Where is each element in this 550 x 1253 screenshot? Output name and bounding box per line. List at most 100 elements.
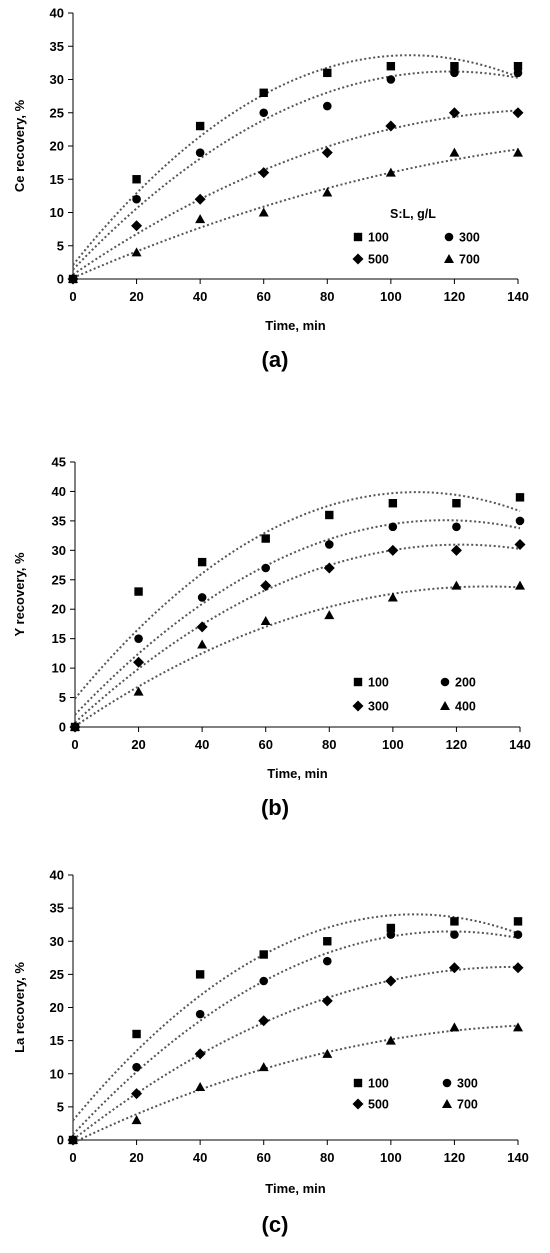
y-tick-label: 0: [59, 720, 66, 735]
data-point-series-100: [325, 510, 334, 520]
legend-entry-300: 300: [457, 1077, 478, 1091]
trendline-series-500: [72, 965, 519, 1141]
trendline-series-100: [72, 913, 519, 1122]
y-tick-label: 35: [50, 39, 64, 54]
data-point-series-300: [132, 194, 141, 204]
x-axis-label: Time, min: [265, 318, 326, 333]
data-point-series-100: [513, 917, 523, 926]
data-point-series-200: [515, 516, 525, 526]
data-point-series-500: [131, 220, 143, 232]
x-tick-label: 140: [507, 289, 529, 304]
y-tick-label: 30: [50, 72, 64, 87]
data-point-series-700: [513, 147, 523, 157]
data-point-series-100: [323, 937, 332, 946]
data-point-series-700: [195, 214, 206, 224]
trendline-series-300: [74, 543, 521, 724]
x-tick-label: 0: [71, 737, 78, 752]
data-point-series-700: [131, 247, 142, 257]
y-axis-label: Ce recovery, %: [12, 99, 27, 192]
x-tick-label: 80: [322, 737, 336, 752]
chart-panel-a: 0 5 10 15 20 25 30 35 40 0 20 40 60 80 100 120 140 Time, …: [12, 6, 529, 373]
trendline-series-700: [72, 1024, 519, 1144]
data-point-series-300: [323, 562, 335, 574]
data-point-series-400: [324, 610, 335, 620]
x-axis-label: Time, min: [267, 766, 328, 781]
legend-marker-700: [444, 254, 454, 263]
data-point-series-500: [385, 975, 397, 987]
x-tick-label: 120: [444, 289, 466, 304]
legend-entry-100: 100: [368, 676, 389, 690]
y-tick-label: 15: [52, 631, 66, 646]
legend-entry-100: 100: [368, 231, 389, 245]
data-point-series-100: [450, 917, 459, 926]
data-point-series-700: [322, 1048, 333, 1058]
data-point-series-400: [515, 580, 525, 590]
legend-title: S:L, g/L: [390, 207, 436, 221]
legend-entry-200: 200: [455, 676, 476, 690]
data-point-series-300: [514, 538, 526, 550]
data-point-series-400: [70, 722, 80, 731]
x-tick-label: 80: [320, 289, 334, 304]
data-point-series-700: [68, 274, 78, 283]
data-point-series-100: [386, 62, 396, 71]
data-point-series-300: [450, 68, 459, 78]
legend-entry-500: 500: [368, 1098, 389, 1112]
data-point-series-200: [324, 540, 334, 549]
legend-marker-300: [352, 700, 364, 712]
data-point-series-100: [386, 923, 396, 933]
y-tick-label: 40: [52, 484, 66, 499]
x-tick-label: 20: [129, 1150, 143, 1165]
y-axis-label: La recovery, %: [12, 962, 27, 1053]
data-point-series-500: [512, 107, 524, 119]
x-tick-label: 20: [129, 289, 143, 304]
x-tick-label: 100: [382, 737, 404, 752]
x-tick-label: 0: [69, 289, 76, 304]
trendline-series-100: [72, 54, 519, 266]
y-tick-label: 40: [50, 6, 64, 21]
x-axis-label: Time, min: [265, 1181, 326, 1196]
data-point-series-500: [321, 995, 333, 1007]
data-point-series-300: [195, 1009, 205, 1019]
data-point-series-100: [195, 121, 205, 131]
data-point-series-500: [448, 962, 460, 974]
trendline-series-400: [74, 585, 521, 728]
x-tick-label: 120: [446, 737, 468, 752]
legend-marker-300: [442, 1078, 452, 1088]
data-point-series-700: [449, 1022, 460, 1032]
x-tick-label: 60: [256, 1150, 270, 1165]
data-point-series-500: [512, 962, 524, 974]
data-point-series-300: [450, 930, 459, 939]
legend-entry-700: 700: [459, 253, 480, 267]
data-point-series-300: [387, 544, 399, 556]
data-point-series-100: [132, 175, 141, 184]
data-point-series-100: [132, 1029, 141, 1039]
legend-marker-500: [352, 253, 364, 265]
data-point-series-500: [258, 1015, 270, 1027]
y-tick-label: 45: [52, 455, 66, 470]
x-tick-label: 140: [507, 1150, 529, 1165]
data-point-series-200: [261, 563, 271, 573]
y-tick-label: 35: [52, 513, 66, 528]
data-point-series-300: [322, 956, 332, 966]
data-point-series-500: [385, 120, 397, 132]
y-tick-label: 5: [57, 1099, 64, 1114]
data-point-series-100: [450, 62, 459, 71]
data-point-series-500: [448, 107, 460, 119]
legend-marker-700: [442, 1099, 452, 1108]
x-tick-label: 40: [195, 737, 209, 752]
data-point-series-700: [385, 1035, 396, 1045]
data-point-series-300: [386, 75, 396, 84]
data-point-series-700: [258, 207, 269, 217]
data-point-series-700: [513, 1022, 523, 1032]
x-tick-label: 0: [69, 1150, 76, 1165]
y-tick-label: 20: [50, 139, 64, 154]
data-point-series-400: [387, 592, 398, 602]
y-tick-label: 10: [50, 1066, 64, 1081]
trendline-series-100: [74, 491, 521, 700]
data-point-series-100: [134, 587, 143, 596]
data-point-series-400: [260, 616, 271, 625]
data-point-series-300: [322, 101, 332, 111]
data-point-series-100: [515, 493, 525, 502]
data-point-series-500: [194, 193, 206, 205]
